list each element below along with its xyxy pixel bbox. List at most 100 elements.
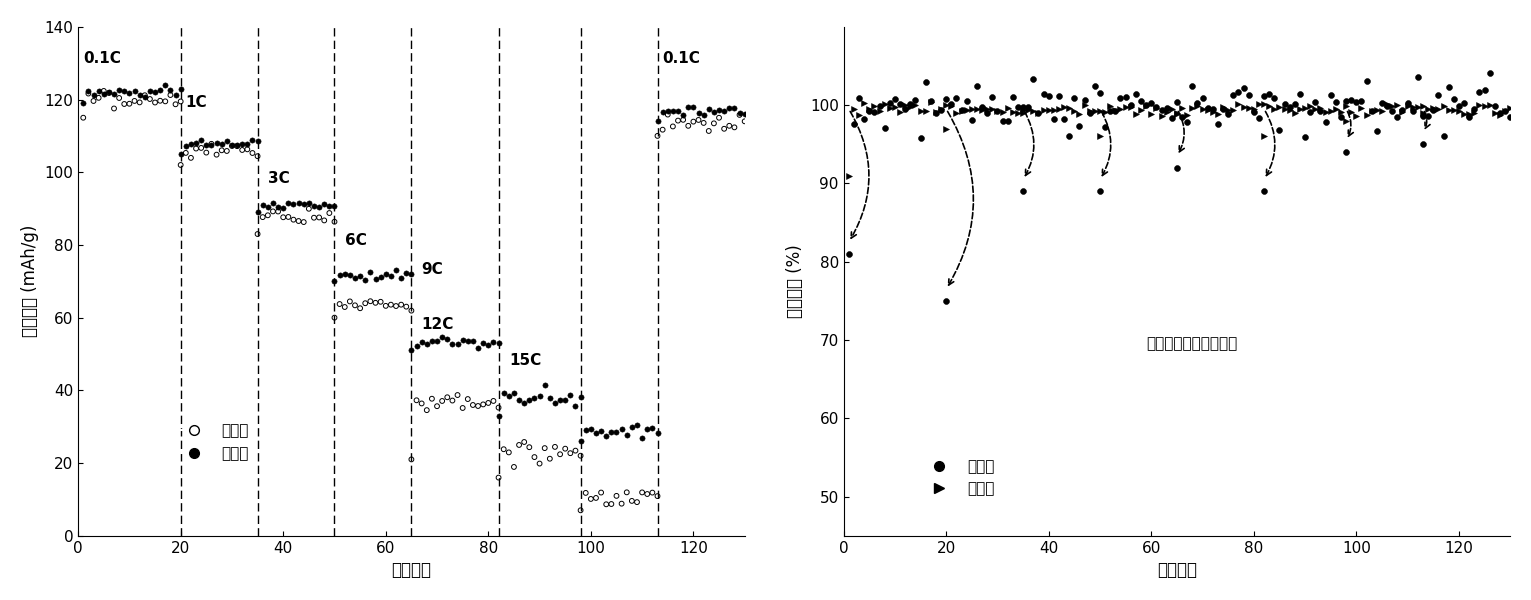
Point [589, 488, 614, 497]
Point [877, 98, 902, 108]
Point [101, 89, 126, 99]
Point [1497, 104, 1522, 113]
Point [635, 489, 660, 499]
Text: 每次循环的第一次测试: 每次循环的第一次测试 [1147, 336, 1239, 351]
Point [1307, 106, 1332, 115]
Point [727, 108, 752, 118]
Point [286, 199, 311, 208]
Point [133, 91, 158, 100]
Point [1144, 103, 1168, 113]
Point [1078, 106, 1102, 116]
Point [954, 96, 978, 106]
Point [1370, 106, 1395, 116]
Point [1082, 106, 1107, 116]
Point [1052, 103, 1076, 112]
Point [655, 110, 680, 119]
Point [1222, 90, 1246, 100]
Point [204, 150, 228, 160]
Point [559, 390, 583, 400]
Point [965, 104, 989, 114]
Point [112, 86, 136, 95]
Point [188, 135, 213, 145]
Point [1314, 117, 1338, 127]
Point [1462, 108, 1487, 118]
Point [579, 494, 603, 504]
Point [153, 97, 178, 106]
Point [507, 440, 531, 450]
Point [96, 88, 121, 98]
Point [671, 110, 695, 120]
Point [230, 139, 254, 149]
Point [465, 401, 490, 411]
Point [1340, 107, 1364, 116]
Point [487, 473, 511, 482]
Point [378, 271, 403, 281]
Point [1206, 109, 1231, 118]
Point [476, 398, 501, 408]
Point [629, 433, 654, 443]
Point [1386, 112, 1410, 121]
Point [419, 336, 444, 346]
Point [1010, 105, 1035, 115]
Point [903, 100, 928, 110]
Point [1401, 103, 1425, 112]
Point [240, 135, 265, 145]
Point [1473, 101, 1497, 111]
Point [1170, 103, 1194, 113]
Point [717, 104, 741, 113]
Text: 15C: 15C [508, 353, 540, 368]
Point [629, 488, 654, 497]
Point [1477, 68, 1502, 78]
Point [1355, 110, 1379, 120]
Point [424, 401, 449, 411]
Point [214, 136, 239, 146]
Point [502, 389, 527, 398]
Point [1252, 187, 1277, 196]
Point [1185, 101, 1209, 111]
Point [199, 140, 224, 149]
Point [893, 100, 917, 110]
Point [1477, 100, 1502, 110]
Point [1154, 103, 1179, 113]
Point [511, 398, 536, 407]
Point [537, 393, 562, 403]
Point [1006, 102, 1030, 112]
Point [1087, 106, 1112, 115]
Point [363, 274, 387, 283]
Point [1268, 102, 1292, 112]
Point [594, 431, 619, 440]
Point [553, 395, 577, 405]
Point [1200, 104, 1225, 114]
Point [727, 110, 752, 119]
Point [1349, 97, 1373, 106]
Point [271, 203, 295, 212]
Point [164, 100, 188, 109]
Point [995, 116, 1020, 126]
Point [1436, 105, 1461, 115]
Point [1036, 105, 1061, 115]
Point [1298, 107, 1323, 116]
Point [184, 139, 208, 148]
Point [949, 105, 974, 115]
Point [415, 339, 439, 349]
Point [965, 81, 989, 91]
Point [1458, 112, 1482, 122]
Point [461, 337, 485, 346]
Point [240, 148, 265, 158]
Point [1226, 87, 1251, 97]
Point [975, 104, 1000, 114]
Point [96, 88, 121, 97]
Point [1108, 93, 1133, 103]
Point [692, 110, 717, 119]
Point [142, 98, 167, 107]
Point [1200, 107, 1225, 116]
Point [343, 301, 367, 310]
Point [297, 204, 322, 214]
Point [1180, 103, 1205, 113]
Point [712, 124, 736, 134]
Point [919, 97, 943, 107]
Point [317, 208, 341, 218]
Point [302, 213, 326, 223]
Point [867, 101, 891, 110]
Point [81, 96, 106, 106]
